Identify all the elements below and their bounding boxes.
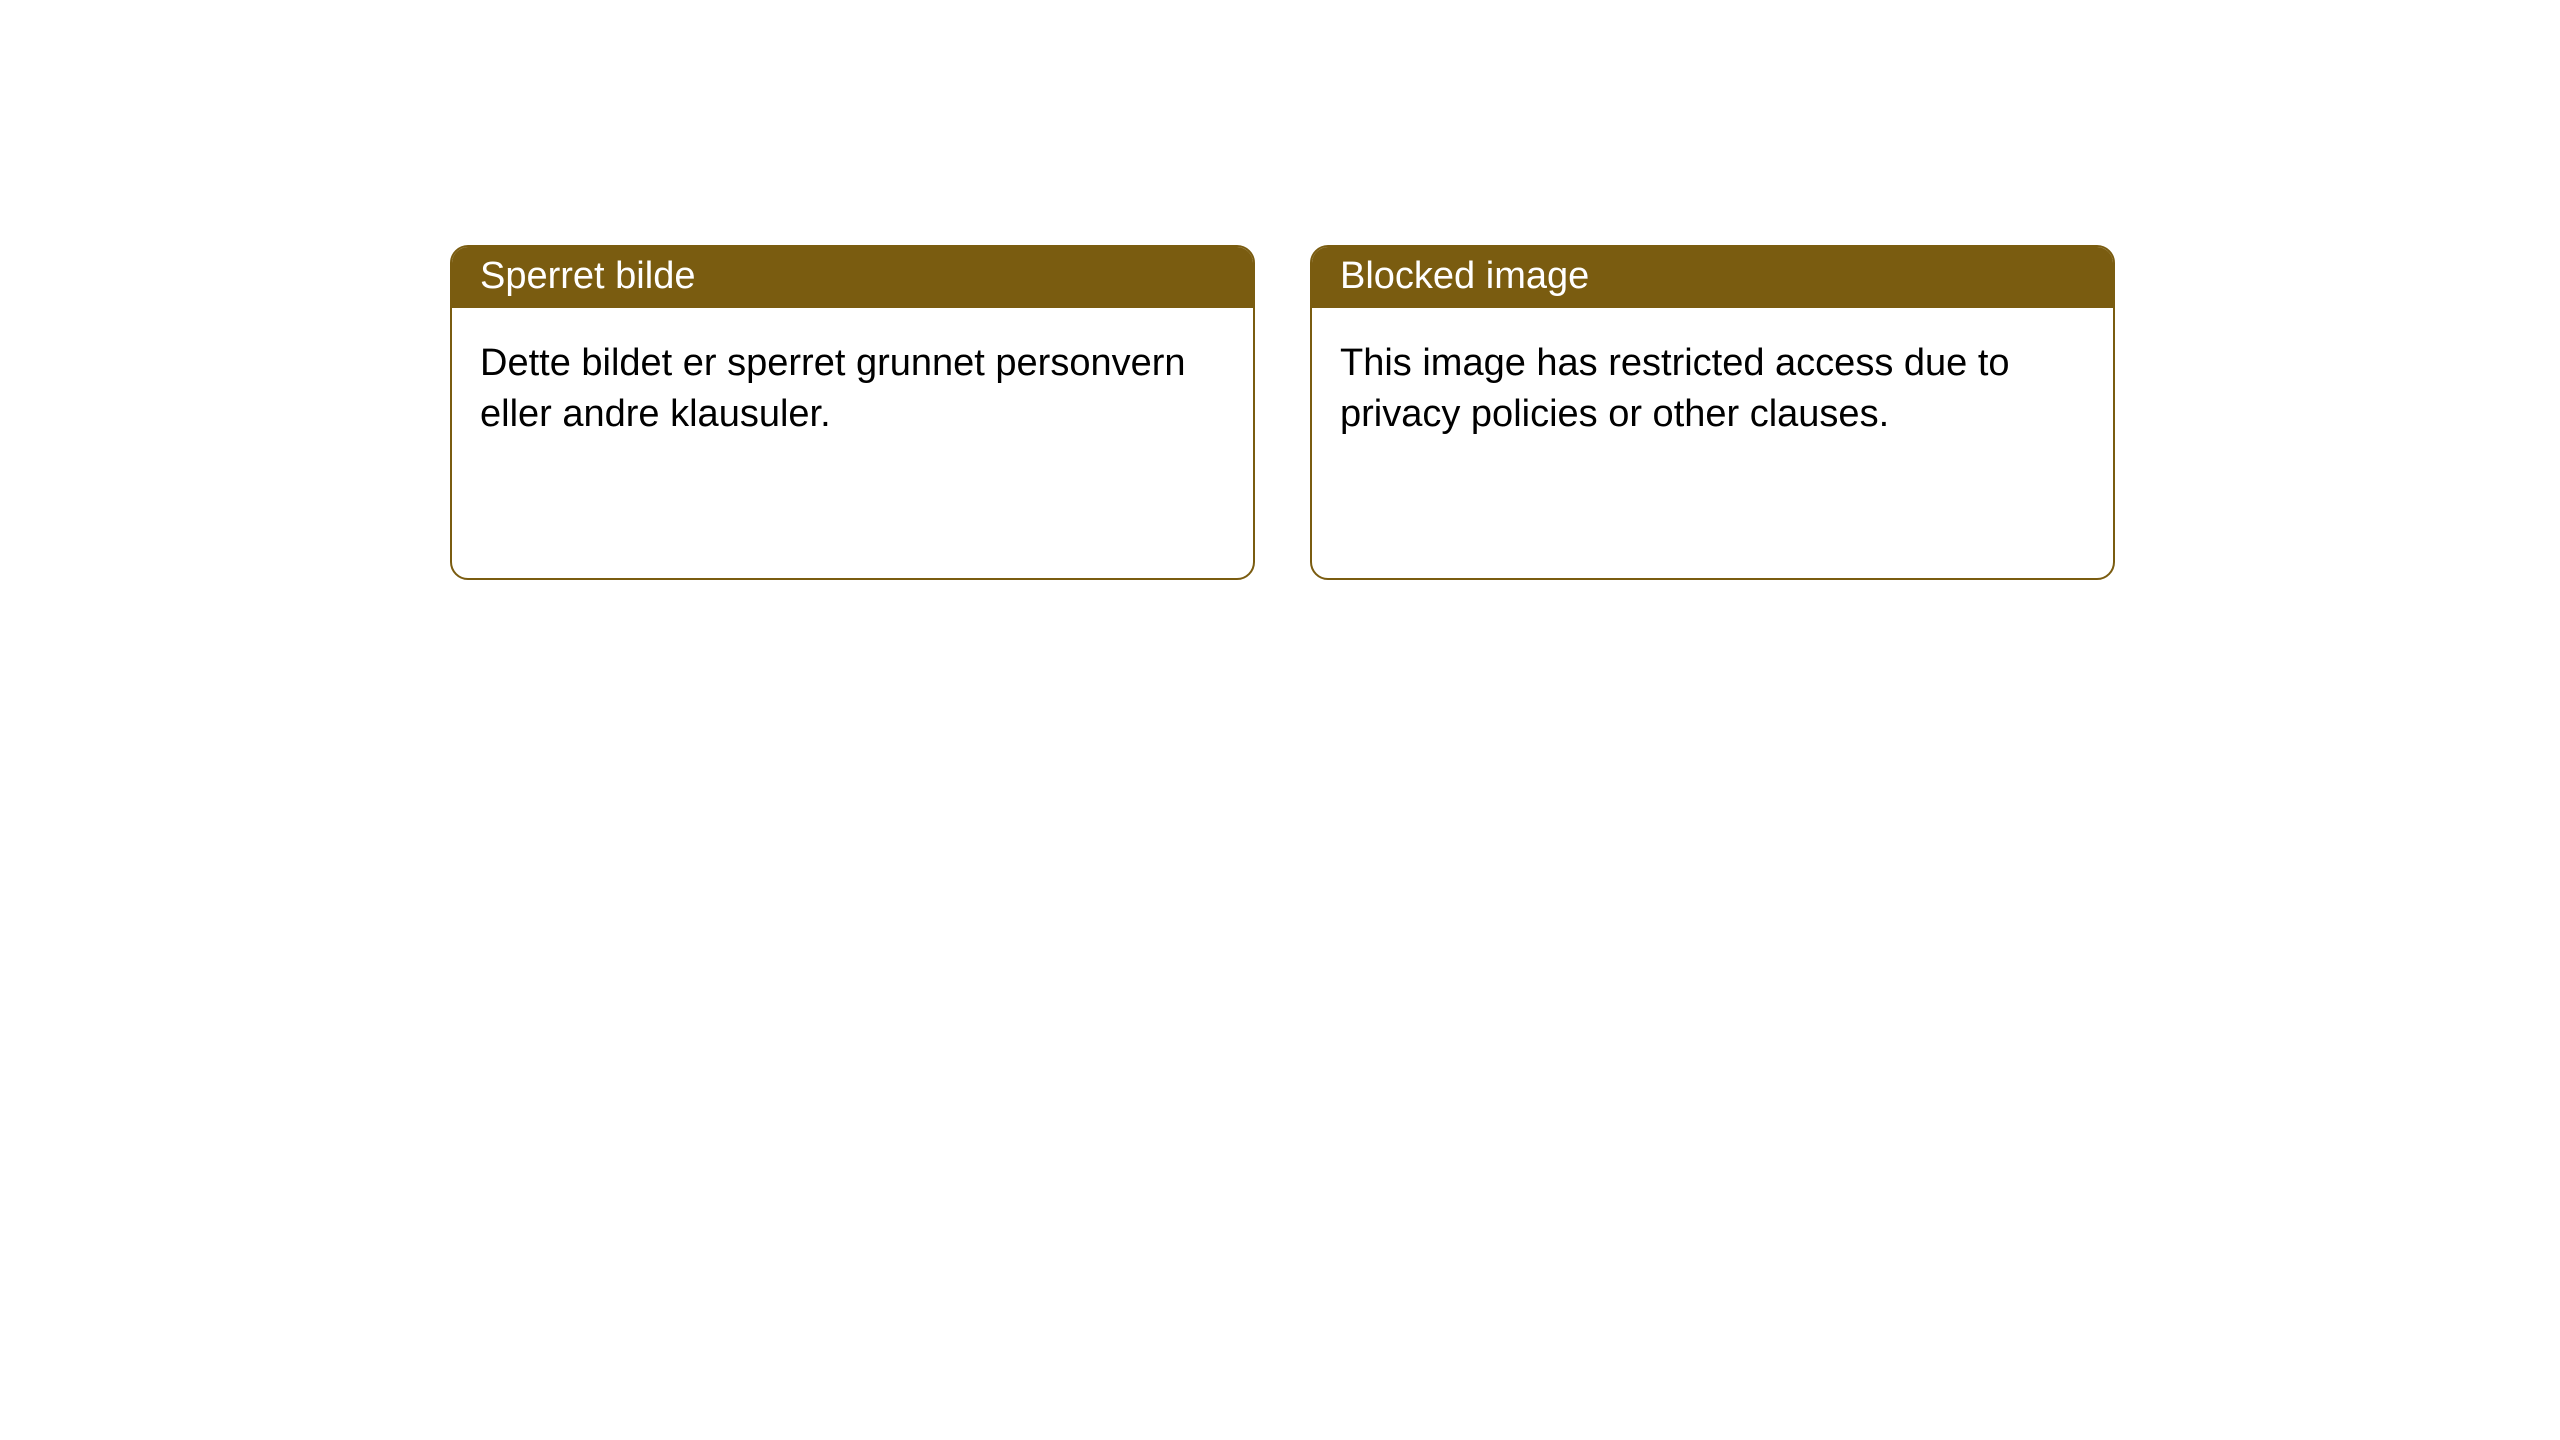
- card-header: Blocked image: [1312, 247, 2113, 308]
- card-title: Blocked image: [1340, 255, 1589, 297]
- notice-card-norwegian: Sperret bilde Dette bildet er sperret gr…: [450, 245, 1255, 580]
- cards-container: Sperret bilde Dette bildet er sperret gr…: [450, 245, 2115, 580]
- card-header: Sperret bilde: [452, 247, 1253, 308]
- card-body: Dette bildet er sperret grunnet personve…: [452, 308, 1253, 471]
- card-body: This image has restricted access due to …: [1312, 308, 2113, 471]
- card-body-text: This image has restricted access due to …: [1340, 342, 2010, 435]
- notice-card-english: Blocked image This image has restricted …: [1310, 245, 2115, 580]
- card-body-text: Dette bildet er sperret grunnet personve…: [480, 342, 1186, 435]
- card-title: Sperret bilde: [480, 255, 695, 297]
